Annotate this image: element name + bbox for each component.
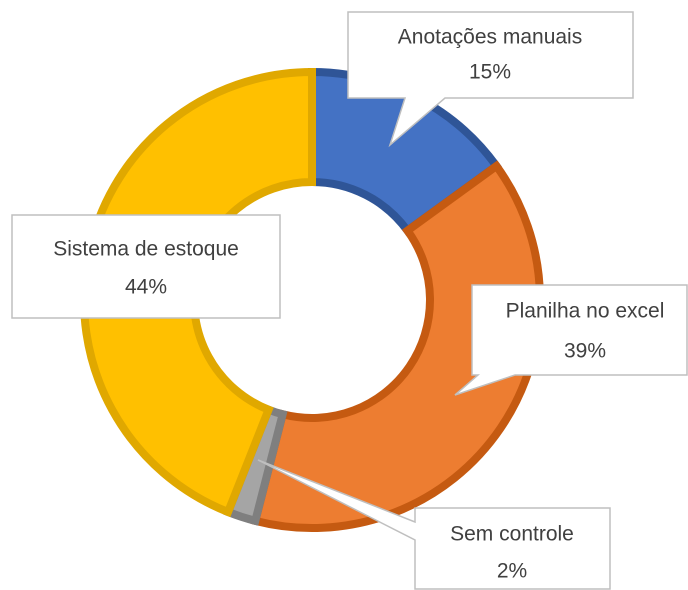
labels: Anotações manuais 15% Planilha no excel 39%…	[53, 26, 664, 583]
category-label: Sem controle	[450, 523, 574, 546]
callout	[11, 214, 281, 319]
category-label: Anotações manuais	[398, 26, 582, 49]
value-label: 2%	[497, 560, 527, 583]
value-label: 39%	[564, 340, 606, 363]
donut-slice	[80, 67, 316, 518]
callout	[347, 11, 634, 148]
callout	[257, 459, 611, 590]
value-label: 15%	[469, 61, 511, 84]
callout	[454, 284, 688, 396]
category-label: Sistema de estoque	[53, 238, 239, 261]
donut	[80, 67, 544, 532]
category-label: Planilha no excel	[506, 300, 665, 323]
value-label: 44%	[125, 276, 167, 299]
